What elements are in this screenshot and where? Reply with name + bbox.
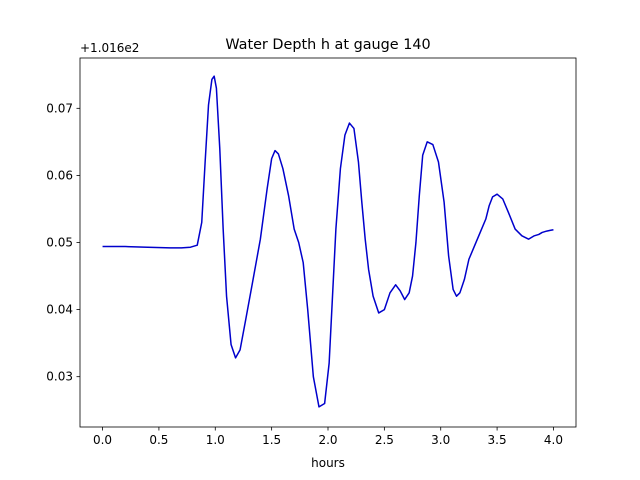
x-tick-label: 1.5: [262, 433, 281, 447]
x-tick-label: 3.5: [488, 433, 507, 447]
plot-area: 0.0 0.5 1.0 1.5 2.0 2.5 3.0 3.5 4.0 0.03 0.04 0.05 0…: [46, 57, 577, 447]
x-tick-label: 4.0: [544, 433, 563, 447]
y-tick-label: 0.04: [46, 303, 73, 317]
y-tick-label: 0.06: [46, 168, 73, 182]
y-tick-label: 0.07: [46, 101, 73, 115]
x-tick-label: 0.0: [93, 433, 112, 447]
x-axis-label: hours: [311, 456, 345, 470]
x-tick-label: 2.5: [375, 433, 394, 447]
series-line-0: [102, 75, 554, 408]
x-tick-label: 3.0: [431, 433, 450, 447]
y-axis-offset-label: +1.016e2: [80, 41, 139, 55]
y-tick-label: 0.05: [46, 236, 73, 250]
x-tick-label: 1.0: [206, 433, 225, 447]
x-tick-label: 2.0: [318, 433, 337, 447]
chart-title: Water Depth h at gauge 140: [225, 37, 430, 53]
y-tick-label: 0.03: [46, 370, 73, 384]
x-tick-label: 0.5: [149, 433, 168, 447]
